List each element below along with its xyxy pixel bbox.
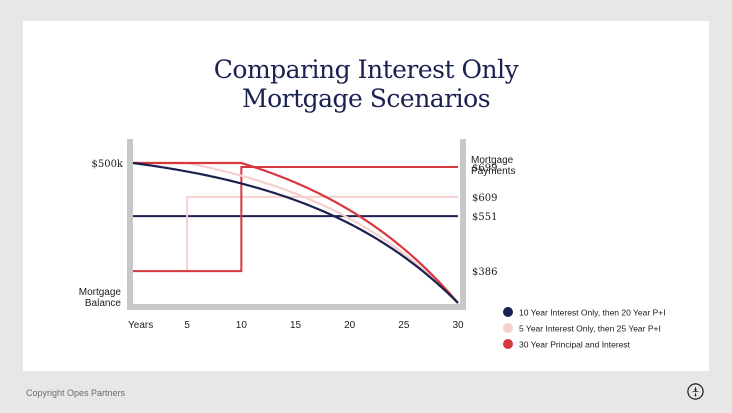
payment-tick-label-2: $609 — [472, 193, 497, 204]
x-tick-label-20: 20 — [344, 320, 356, 331]
x-tick-label-25: 25 — [398, 320, 410, 331]
y-axis-label-left-line-1: Mortgage — [79, 287, 122, 298]
copyright-text: Copyright Opes Partners — [26, 388, 126, 398]
chart-title-line-2: Mortgage Scenarios — [241, 84, 491, 113]
right-axis — [460, 139, 466, 310]
balance-tick-label-1: $500k — [91, 159, 123, 170]
legend-marker-2 — [503, 323, 513, 333]
chart-title-line-1: Comparing Interest Only — [213, 55, 519, 84]
balance-curve-2 — [133, 161, 459, 304]
chart-title: Comparing Interest Only Mortgage Scenari… — [23, 55, 709, 113]
x-axis — [127, 304, 466, 310]
x-tick-label-5: 5 — [184, 320, 190, 331]
legend-label-2: 5 Year Interest Only, then 25 Year P+I — [519, 324, 661, 334]
y-axis-label-right-line-2: Payments — [471, 166, 515, 177]
balance-curve-3 — [133, 161, 459, 304]
legend-label-1: 10 Year Interest Only, then 20 Year P+I — [519, 308, 666, 318]
y-axis-label-right-line-1: Mortgage — [471, 155, 514, 166]
y-axis-label-left-line-2: Balance — [85, 298, 122, 309]
x-axis-label: Years — [128, 320, 153, 331]
x-tick-label-10: 10 — [236, 320, 248, 331]
legend-marker-1 — [503, 307, 513, 317]
legend-marker-3 — [503, 339, 513, 349]
payment-line-3 — [133, 165, 458, 273]
x-tick-label-30: 30 — [452, 320, 464, 331]
balance-curve-1 — [132, 161, 459, 304]
left-axis — [127, 139, 133, 310]
opes-partners-logo-icon — [687, 383, 704, 400]
payment-tick-label-1: $699 — [472, 163, 497, 174]
legend-label-3: 30 Year Principal and Interest — [519, 340, 631, 350]
payment-tick-label-4: $386 — [472, 267, 497, 278]
payment-tick-label-3: $551 — [472, 212, 497, 223]
x-tick-label-15: 15 — [290, 320, 302, 331]
